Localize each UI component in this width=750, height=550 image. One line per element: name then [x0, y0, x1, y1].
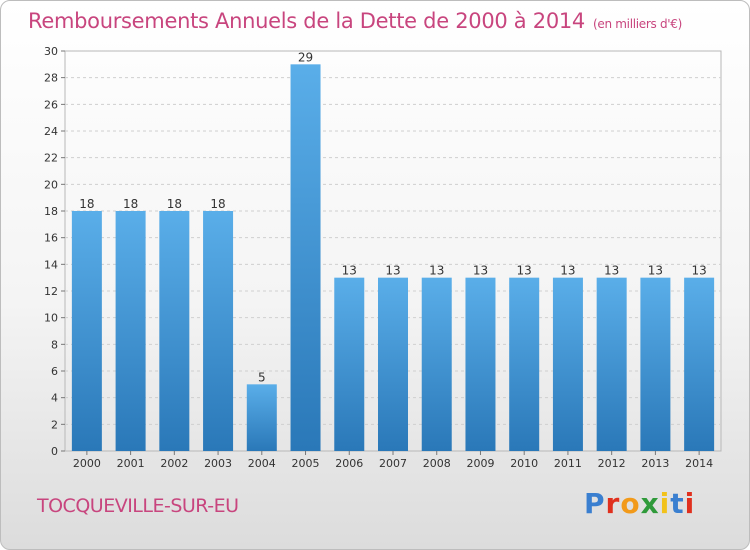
data-label: 13 — [473, 264, 488, 278]
chart-title: Remboursements Annuels de la Dette de 20… — [28, 9, 682, 33]
x-tick-label: 2005 — [292, 457, 320, 470]
logo-letter: i — [659, 487, 671, 520]
y-tick-label: 20 — [44, 178, 58, 191]
bar — [552, 277, 583, 451]
bar — [203, 211, 234, 451]
x-tick-label: 2008 — [423, 457, 451, 470]
x-tick-label: 2003 — [204, 457, 232, 470]
bar — [465, 277, 496, 451]
logo-letter: o — [620, 487, 641, 520]
y-tick-label: 10 — [44, 312, 58, 325]
bar — [596, 277, 627, 451]
chart-title-text: Remboursements Annuels de la Dette de 20… — [28, 9, 585, 33]
logo-letter: i — [684, 487, 696, 520]
x-tick-label: 2006 — [335, 457, 363, 470]
commune-name: TOCQUEVILLE-SUR-EU — [37, 495, 239, 517]
y-tick-label: 2 — [51, 418, 58, 431]
y-tick-label: 6 — [51, 365, 58, 378]
data-label: 5 — [258, 370, 266, 384]
logo-letter: x — [640, 487, 660, 520]
logo-letter: t — [670, 487, 685, 520]
logo-letter: P — [584, 487, 606, 520]
bar — [115, 211, 146, 451]
bar — [421, 277, 452, 451]
bar — [159, 211, 190, 451]
y-tick-label: 24 — [44, 125, 58, 138]
bars — [71, 64, 715, 452]
logo-letter: r — [605, 487, 621, 520]
bar — [290, 64, 321, 452]
data-label: 18 — [167, 197, 182, 211]
x-axis: 2000 2001 2002 2003 2004 2005 2006 2007 2008 2009… — [73, 451, 713, 470]
y-tick-label: 8 — [51, 338, 58, 351]
proxiti-logo: Proxiti — [584, 487, 695, 520]
x-tick-label: 2007 — [379, 457, 407, 470]
x-tick-label: 2014 — [685, 457, 713, 470]
data-label: 13 — [648, 264, 663, 278]
x-tick-label: 2011 — [554, 457, 582, 470]
y-tick-label: 12 — [44, 285, 58, 298]
data-label: 13 — [342, 264, 357, 278]
bar — [684, 277, 715, 451]
data-label: 13 — [604, 264, 619, 278]
x-tick-label: 2000 — [73, 457, 101, 470]
data-label: 18 — [79, 197, 94, 211]
x-tick-label: 2012 — [598, 457, 626, 470]
data-label: 18 — [123, 197, 138, 211]
y-tick-label: 30 — [44, 45, 58, 58]
x-tick-label: 2010 — [510, 457, 538, 470]
bar — [246, 384, 277, 451]
x-tick-label: 2002 — [160, 457, 188, 470]
x-tick-label: 2001 — [117, 457, 145, 470]
y-tick-label: 28 — [44, 72, 58, 85]
y-tick-label: 26 — [44, 98, 58, 111]
y-tick-label: 16 — [44, 232, 58, 245]
bar — [378, 277, 408, 451]
y-tick-label: 18 — [44, 205, 58, 218]
y-tick-label: 4 — [51, 392, 58, 405]
y-tick-label: 22 — [44, 152, 58, 165]
data-label: 13 — [429, 264, 444, 278]
y-tick-label: 0 — [51, 445, 58, 458]
x-tick-label: 2013 — [641, 457, 669, 470]
bar — [640, 277, 671, 451]
x-tick-label: 2009 — [466, 457, 494, 470]
data-label: 18 — [210, 197, 225, 211]
bar — [509, 277, 540, 451]
x-tick-label: 2004 — [248, 457, 276, 470]
data-label: 29 — [298, 50, 313, 64]
data-labels: 18 18 18 18 5 29 13 13 13 13 13 13 13 13 13 — [79, 50, 707, 384]
y-tick-label: 14 — [44, 258, 58, 271]
bar — [334, 277, 365, 451]
chart-unit-note: (en milliers d'€) — [593, 17, 683, 31]
data-label: 13 — [385, 264, 400, 278]
data-label: 13 — [560, 264, 575, 278]
bar — [71, 211, 102, 451]
data-label: 13 — [691, 264, 706, 278]
data-label: 13 — [517, 264, 532, 278]
